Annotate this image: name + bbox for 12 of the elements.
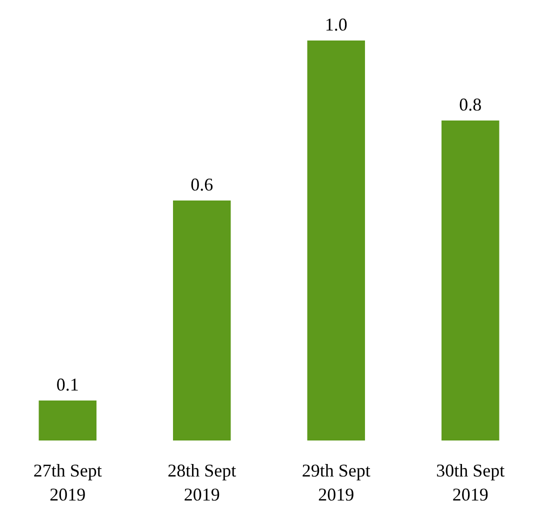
data-label: 0.8 xyxy=(459,94,482,114)
bar xyxy=(173,200,231,440)
data-label: 0.1 xyxy=(56,374,79,394)
x-tick-label: 28th Sept 2019 xyxy=(168,460,236,504)
x-tick-label: 30th Sept 2019 xyxy=(436,460,505,504)
bar xyxy=(307,40,365,440)
x-tick-label: 29th Sept 2019 xyxy=(302,460,370,504)
bar xyxy=(38,400,96,440)
x-tick-label: 27th Sept 2019 xyxy=(33,460,102,504)
data-label: 0.6 xyxy=(190,174,214,194)
bar xyxy=(442,120,500,440)
data-label: 1.0 xyxy=(324,14,348,34)
